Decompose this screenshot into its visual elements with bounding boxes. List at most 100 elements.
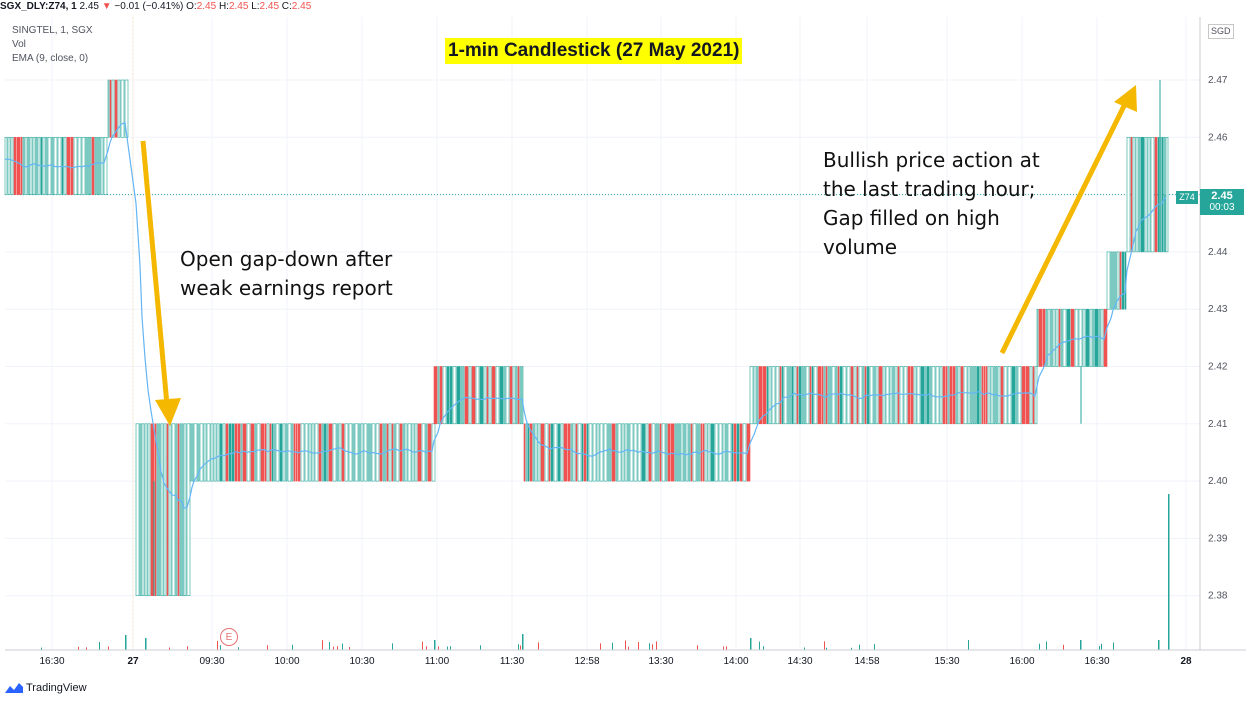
candle <box>499 366 504 425</box>
low-label: L: <box>251 1 260 12</box>
candle <box>624 423 628 482</box>
y-tick-label: 2.41 <box>1208 419 1228 430</box>
candle <box>534 423 538 482</box>
candle <box>1042 308 1046 367</box>
candle <box>935 366 940 425</box>
candle <box>269 423 272 482</box>
candle <box>611 423 616 482</box>
candle <box>183 423 187 596</box>
candle <box>388 423 392 482</box>
candle <box>603 423 608 482</box>
candle <box>1047 308 1051 367</box>
candle <box>550 423 554 482</box>
candle <box>1138 137 1141 253</box>
candle <box>332 423 337 482</box>
candle <box>338 423 342 482</box>
volume-bar <box>625 640 626 650</box>
volume-bar <box>337 646 338 650</box>
candle <box>667 423 671 482</box>
volume-bar <box>1099 646 1100 650</box>
currency-badge[interactable]: SGD <box>1208 24 1234 39</box>
candle <box>120 79 125 138</box>
candle <box>856 366 859 425</box>
candle <box>166 423 169 596</box>
volume-spike <box>125 635 127 650</box>
candle <box>577 423 582 482</box>
candle <box>811 366 814 425</box>
volume-bar <box>697 645 698 650</box>
candle <box>210 423 214 482</box>
candle <box>328 423 333 482</box>
candle <box>417 423 422 482</box>
close-label: C: <box>281 1 292 12</box>
last-price-tag: 2.45 00:03 <box>1200 189 1244 215</box>
earnings-marker-icon[interactable]: E <box>220 628 238 646</box>
candle <box>1140 137 1145 253</box>
candle <box>4 137 8 195</box>
candle <box>449 366 453 425</box>
candle <box>1029 366 1033 425</box>
x-tick-label: 14:30 <box>787 656 812 667</box>
candle <box>762 366 767 425</box>
candle <box>981 366 984 425</box>
legend-ema[interactable]: EMA (9, close, 0) <box>12 53 89 64</box>
candle <box>1066 308 1071 367</box>
candle <box>94 137 97 195</box>
volume-bar <box>723 646 724 650</box>
candle <box>1038 308 1043 367</box>
chart-title: 1-min Candlestick (27 May 2021) <box>445 38 743 64</box>
volume-spike <box>522 634 524 650</box>
annotation-line: Gap filled on high <box>823 206 1000 230</box>
candle <box>179 423 182 596</box>
volume-bar <box>78 646 79 650</box>
candle <box>191 423 194 482</box>
candle <box>931 366 936 425</box>
volume-bar <box>1039 643 1040 650</box>
candle <box>787 366 790 425</box>
symbol-info-bar: SGX_DLY:Z74, 1 2.45 ▼ −0.01 (−0.41%) O:2… <box>0 0 1246 16</box>
candle <box>35 137 38 195</box>
candle <box>98 137 101 195</box>
candle <box>1135 137 1139 253</box>
candle <box>805 366 810 425</box>
legend-volume[interactable]: Vol <box>12 39 26 50</box>
candle <box>107 79 110 138</box>
candle <box>783 366 788 425</box>
ema-path <box>4 121 1167 509</box>
candle <box>189 423 192 482</box>
symbol-label[interactable]: SGX_DLY:Z74, 1 <box>0 1 77 12</box>
annotation-line: the last trading hour; <box>823 177 1036 201</box>
price-tag-value: 2.45 <box>1211 190 1233 202</box>
tradingview-logo[interactable]: TradingView <box>5 682 87 694</box>
candle <box>1130 137 1133 253</box>
chart-grid <box>5 17 1200 650</box>
candle <box>379 423 383 482</box>
volume-bar <box>322 640 323 650</box>
volume-bar <box>41 647 42 650</box>
candle <box>468 366 472 425</box>
volume-bar <box>826 647 827 650</box>
volume-bar <box>656 641 657 650</box>
candle <box>1062 308 1067 367</box>
candle <box>181 423 184 596</box>
volume-bar <box>1063 644 1064 650</box>
candle <box>197 423 200 482</box>
candle <box>264 423 267 482</box>
candle <box>421 423 426 482</box>
candle <box>633 423 638 482</box>
candle <box>835 366 838 425</box>
candle <box>488 366 492 425</box>
candle <box>326 423 329 482</box>
candle <box>109 79 112 138</box>
legend-symbol[interactable]: SINGTEL, 1, SGX <box>12 25 93 36</box>
volume-bar <box>804 647 805 650</box>
candle <box>553 423 558 482</box>
x-tick-label: 11:30 <box>500 656 525 667</box>
candle <box>967 366 971 425</box>
y-tick-label: 2.38 <box>1208 591 1228 602</box>
volume-bar <box>600 643 601 650</box>
candle <box>768 366 772 425</box>
candle <box>1070 308 1075 367</box>
candle <box>160 423 164 596</box>
